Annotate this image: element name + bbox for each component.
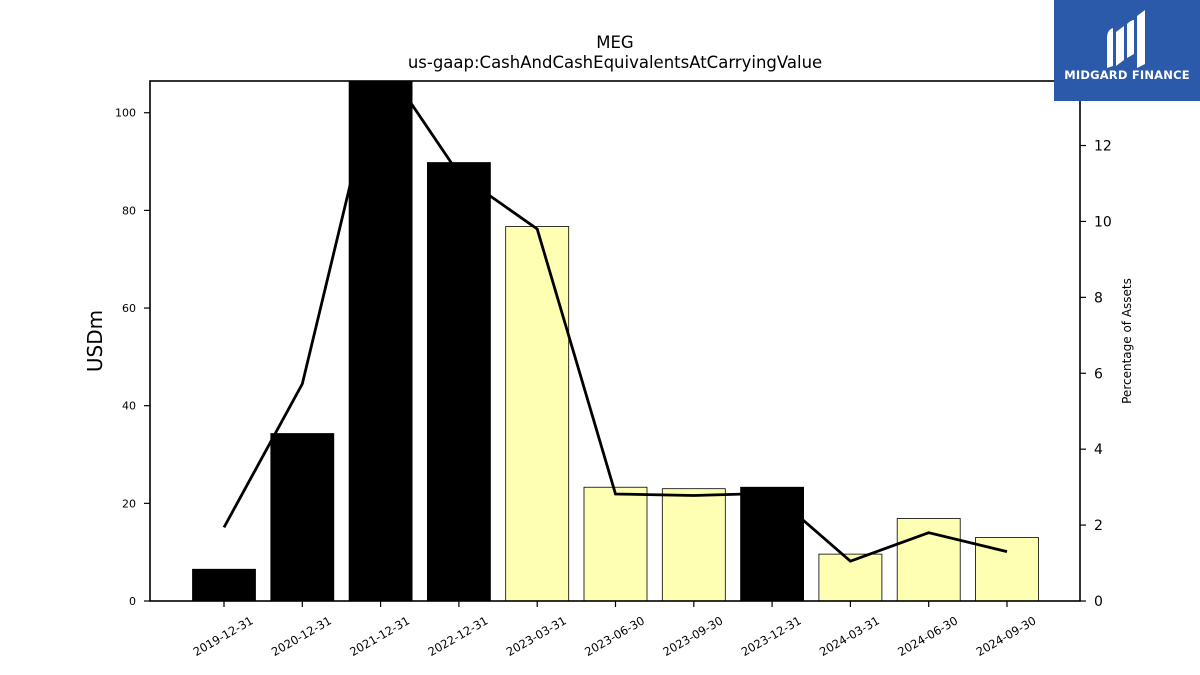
x-tick-label: 2020-12-31 <box>269 613 334 659</box>
x-tick-label: 2023-03-31 <box>504 613 569 659</box>
y2-tick-label: 12 <box>1094 139 1112 155</box>
bar-2023-09-30 <box>661 488 726 601</box>
x-tick-label: 2023-12-31 <box>739 613 804 659</box>
y2-tick-label: 4 <box>1094 442 1103 458</box>
bar-2019-12-31 <box>192 568 256 601</box>
y-tick-label: 80 <box>122 204 136 217</box>
bar-2021-12-31 <box>348 81 413 601</box>
y-tick-label: 100 <box>115 107 136 120</box>
x-tick-label: 2019-12-31 <box>191 613 256 659</box>
x-tick-label: 2024-09-30 <box>974 613 1039 659</box>
y2-tick-label: 10 <box>1094 214 1112 230</box>
x-tick-label: 2023-09-30 <box>660 613 725 659</box>
bar-2024-09-30 <box>975 537 1039 601</box>
logo: MIDGARD FINANCE <box>1054 0 1200 101</box>
x-tick-label: 2024-06-30 <box>895 613 960 659</box>
midgard-logo-icon <box>1107 10 1145 68</box>
y-tick-label: 0 <box>129 595 136 608</box>
bar-2022-12-31 <box>426 162 491 601</box>
y-axis-label: USDm <box>83 310 107 372</box>
x-tick-label: 2024-03-31 <box>817 613 882 659</box>
y2-tick-label: 6 <box>1094 366 1103 382</box>
bar-2023-12-31 <box>740 486 804 601</box>
bar-2024-06-30 <box>896 518 961 601</box>
y2-axis-label: Percentage of Assets <box>1120 278 1134 404</box>
chart-title: MEG <box>596 33 633 52</box>
x-tick-label: 2022-12-31 <box>426 613 491 659</box>
y-tick-label: 40 <box>122 400 136 413</box>
chart-subtitle: us-gaap:CashAndCashEquivalentsAtCarrying… <box>408 53 822 72</box>
line-layer <box>222 81 1008 563</box>
bar-2023-06-30 <box>583 486 648 601</box>
y2-tick-label: 8 <box>1094 290 1103 306</box>
y-tick-label: 20 <box>122 497 136 510</box>
logo-text: MIDGARD FINANCE <box>1064 68 1190 82</box>
y2-tick-label: 0 <box>1094 594 1103 610</box>
x-tick-label: 2023-06-30 <box>582 613 647 659</box>
bar-2020-12-31 <box>270 433 335 601</box>
bar-group <box>192 81 1039 601</box>
y2-tick-label: 2 <box>1094 518 1103 534</box>
percentage-line <box>222 81 1008 563</box>
x-tick-label: 2021-12-31 <box>347 613 412 659</box>
bar-2023-03-31 <box>505 226 570 601</box>
y-tick-label: 60 <box>122 302 136 315</box>
